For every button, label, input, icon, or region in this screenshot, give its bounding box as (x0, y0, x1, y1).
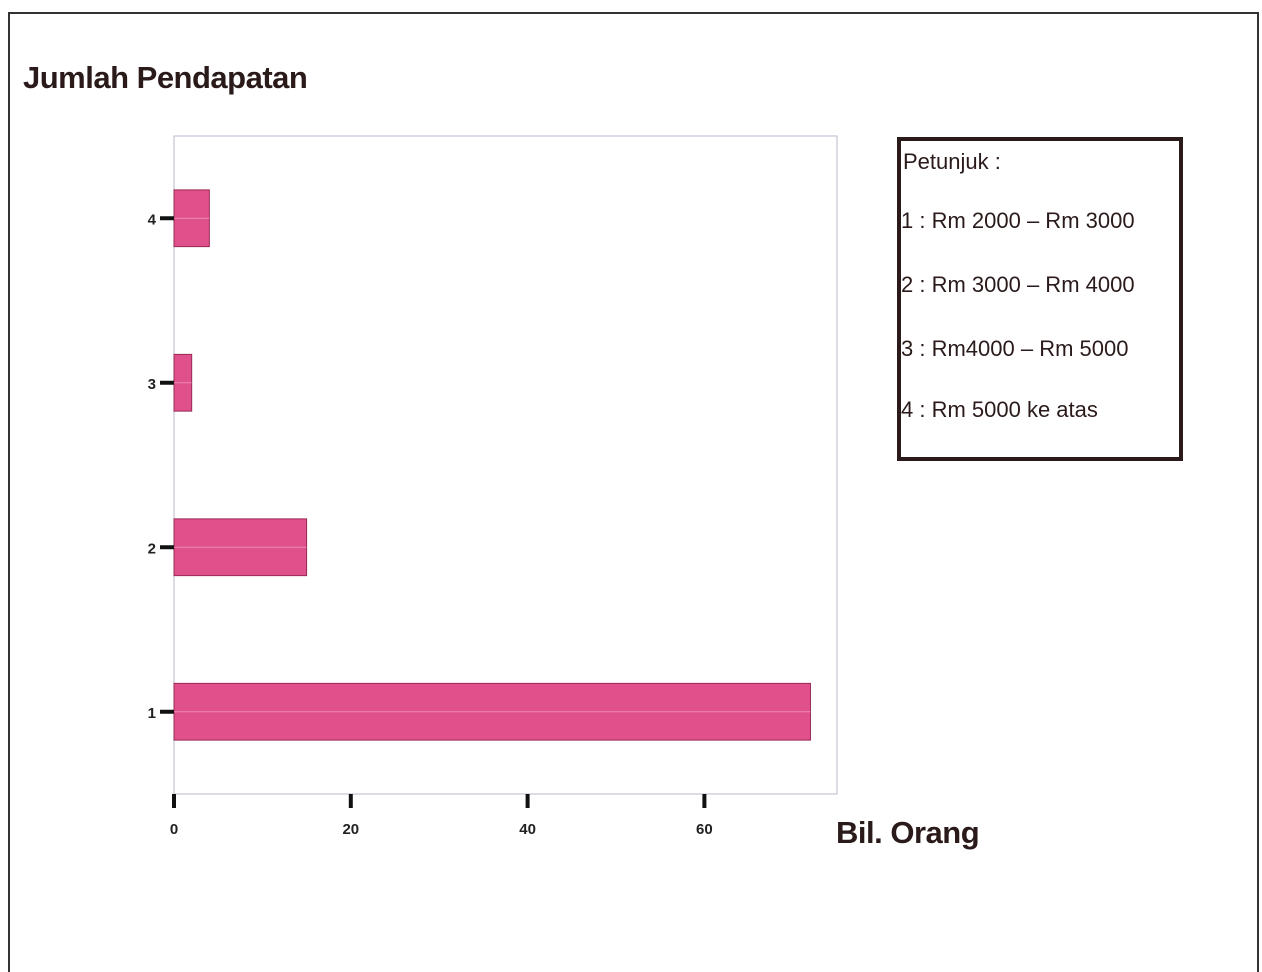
x-axis-label: Bil. Orang (836, 815, 980, 850)
y-tick-label-3: 3 (148, 376, 156, 393)
y-tick-label-2: 2 (148, 540, 156, 557)
legend-item-2: 2 : Rm 3000 – Rm 4000 (901, 272, 1135, 297)
x-tick-label-20: 20 (342, 821, 359, 838)
x-tick-label-40: 40 (519, 821, 536, 838)
x-tick-label-60: 60 (696, 821, 713, 838)
legend-item-4: 4 : Rm 5000 ke atas (901, 397, 1098, 422)
legend-title: Petunjuk : (903, 149, 1001, 174)
chart-title: Jumlah Pendapatan (23, 60, 308, 95)
chart-frame (8, 12, 1259, 972)
y-tick-label-4: 4 (148, 211, 157, 228)
legend-item-3: 3 : Rm4000 – Rm 5000 (901, 336, 1129, 361)
x-tick-label-0: 0 (170, 821, 178, 838)
legend-item-1: 1 : Rm 2000 – Rm 3000 (901, 208, 1135, 233)
y-tick-label-1: 1 (148, 705, 156, 722)
legend-box: Petunjuk : 1 : Rm 2000 – Rm 3000 2 : Rm … (897, 137, 1183, 461)
